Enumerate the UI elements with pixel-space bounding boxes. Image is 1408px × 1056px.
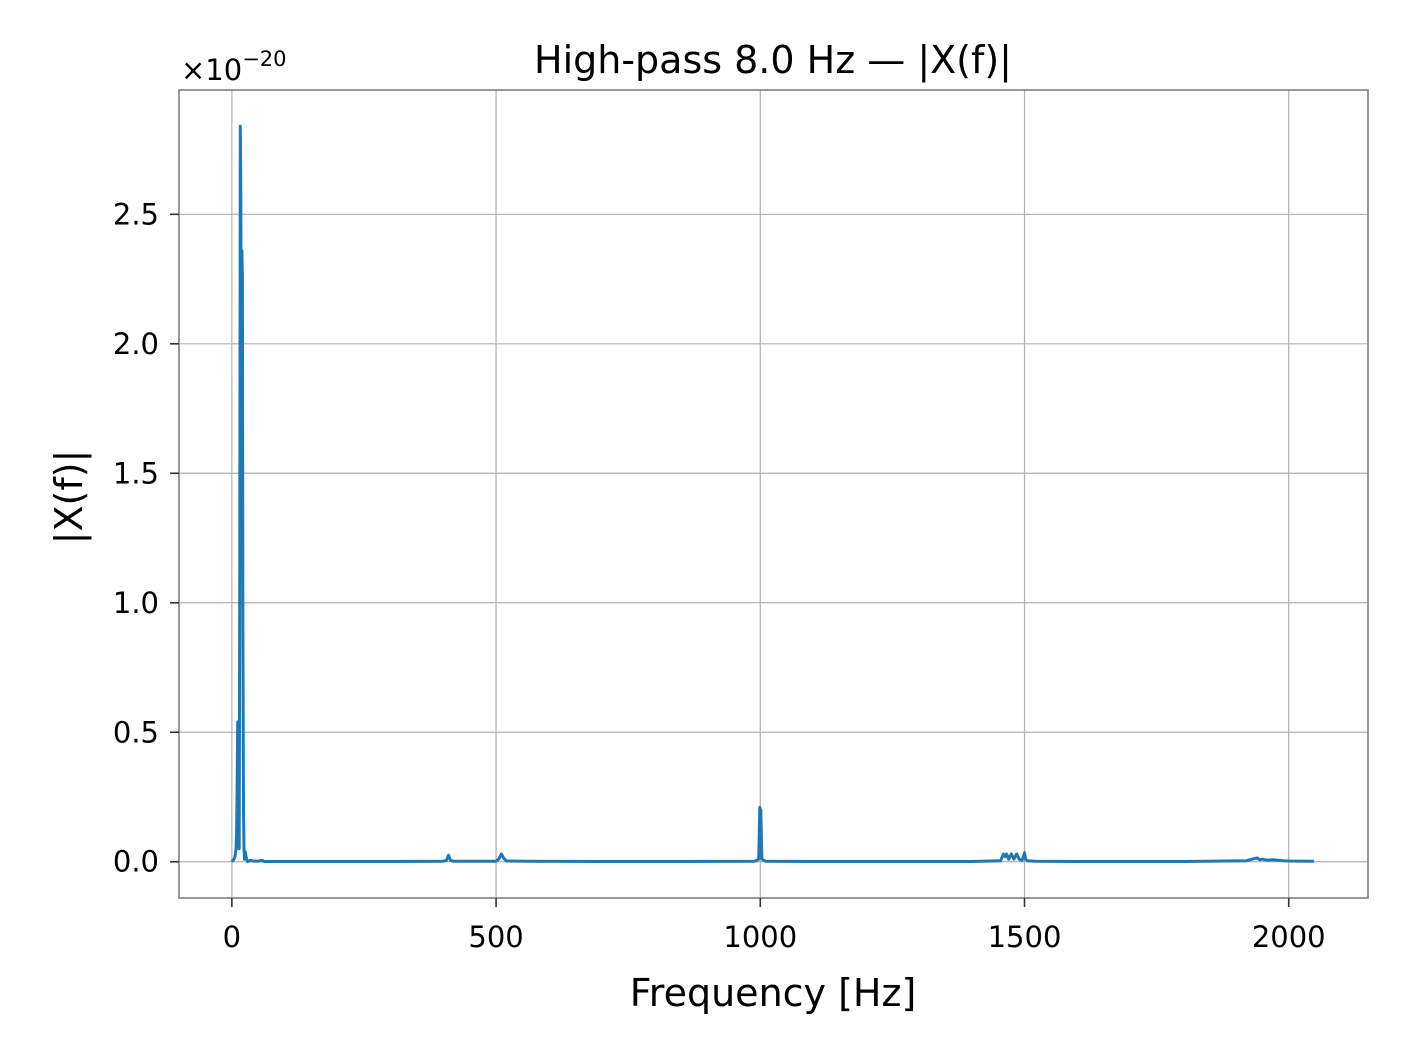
x-tick-label: 2000 [1252, 920, 1326, 954]
series-line [230, 124, 1315, 864]
y-tick-label: 1.0 [113, 586, 159, 620]
y-axis-ticks: 0.0 0.5 1.0 1.5 2.0 2.5 [113, 197, 179, 879]
x-tick-label: 1000 [723, 920, 797, 954]
plot-series [230, 124, 1315, 864]
x-axis-label: Frequency [Hz] [630, 971, 917, 1015]
y-tick-label: 0.5 [113, 715, 159, 749]
y-offset-base: ×10 [181, 53, 242, 87]
y-offset-exponent: −20 [242, 47, 286, 71]
x-tick-label: 1500 [988, 920, 1062, 954]
grid [179, 90, 1368, 898]
y-tick-label: 0.0 [113, 845, 159, 879]
plot-frame [178, 89, 1369, 899]
y-axis-offset-label: ×10−20 [181, 47, 287, 87]
y-tick-label: 1.5 [113, 456, 159, 490]
x-axis-ticks: 0 500 1000 1500 2000 [223, 898, 1326, 954]
y-tick-label: 2.5 [113, 197, 159, 231]
x-tick-label: 0 [223, 920, 241, 954]
chart-title: High-pass 8.0 Hz — |X(f)| [534, 38, 1012, 83]
y-axis-label: |X(f)| [47, 450, 92, 545]
x-tick-label: 500 [468, 920, 523, 954]
y-tick-label: 2.0 [113, 327, 159, 361]
